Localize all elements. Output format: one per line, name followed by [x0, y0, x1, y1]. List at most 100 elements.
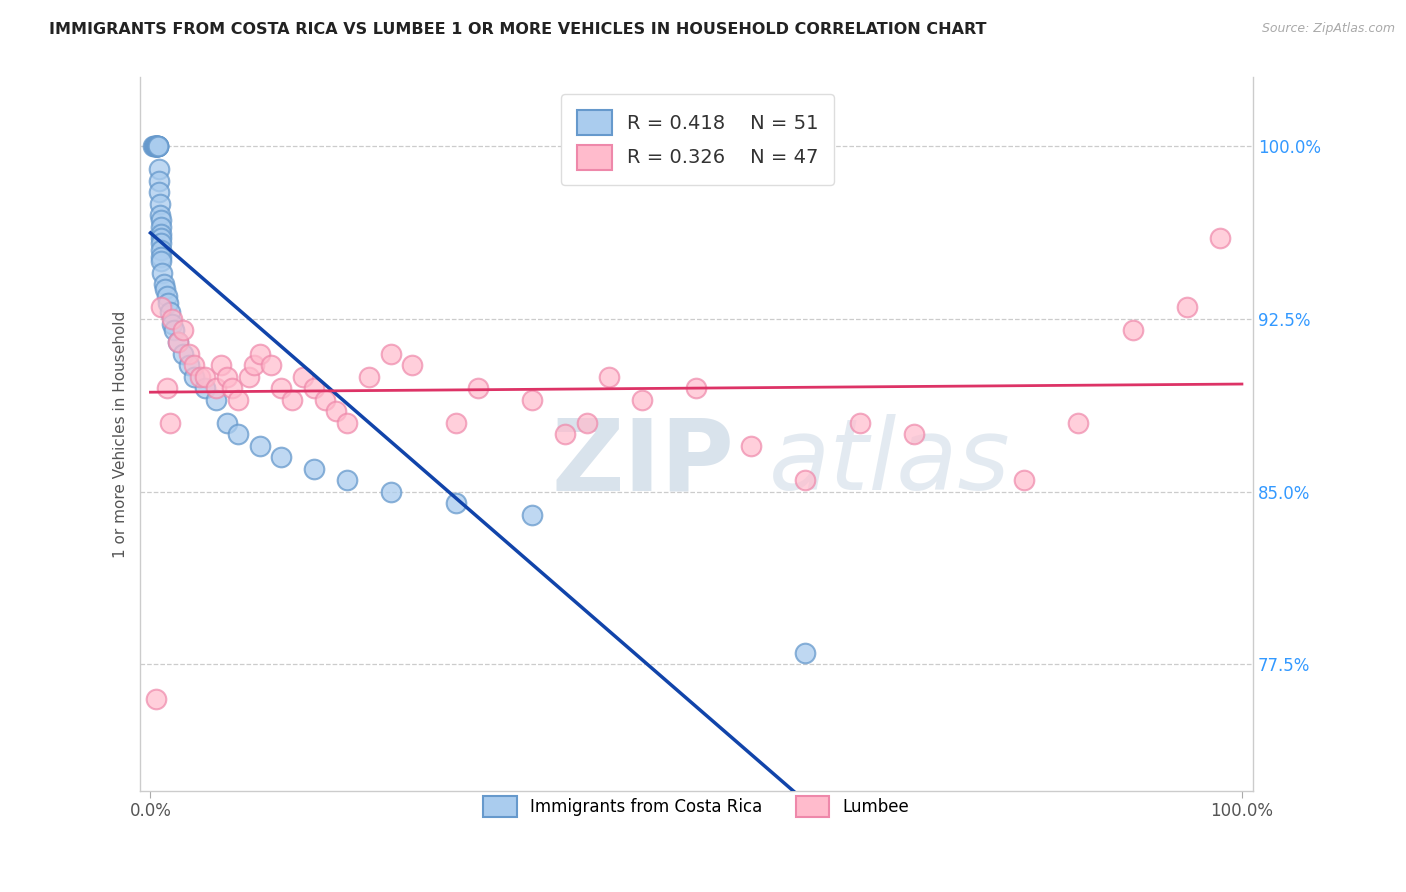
- Point: [685, 381, 707, 395]
- Point: [142, 139, 165, 153]
- Point: [238, 369, 260, 384]
- Point: [145, 691, 167, 706]
- Point: [205, 381, 228, 395]
- Point: [172, 324, 194, 338]
- Point: [215, 369, 238, 384]
- Point: [522, 392, 544, 407]
- Point: [302, 461, 325, 475]
- Point: [1067, 416, 1090, 430]
- Point: [142, 139, 165, 153]
- Point: [209, 358, 232, 372]
- Point: [221, 381, 243, 395]
- Point: [163, 324, 186, 338]
- Point: [194, 381, 217, 395]
- Point: [150, 219, 173, 234]
- Point: [325, 404, 347, 418]
- Point: [183, 358, 205, 372]
- Point: [302, 381, 325, 395]
- Point: [215, 416, 238, 430]
- Point: [270, 450, 292, 464]
- Point: [576, 416, 599, 430]
- Point: [153, 282, 176, 296]
- Point: [150, 213, 173, 227]
- Text: ZIP: ZIP: [551, 414, 734, 511]
- Point: [467, 381, 489, 395]
- Point: [205, 392, 228, 407]
- Point: [226, 392, 249, 407]
- Point: [177, 358, 200, 372]
- Point: [226, 427, 249, 442]
- Point: [149, 197, 172, 211]
- Point: [281, 392, 304, 407]
- Point: [740, 438, 762, 452]
- Point: [598, 369, 620, 384]
- Point: [156, 296, 179, 310]
- Point: [145, 139, 167, 153]
- Point: [152, 277, 174, 292]
- Point: [150, 243, 173, 257]
- Point: [401, 358, 423, 372]
- Point: [159, 305, 181, 319]
- Point: [292, 369, 315, 384]
- Point: [146, 139, 169, 153]
- Point: [630, 392, 652, 407]
- Point: [149, 209, 172, 223]
- Point: [554, 427, 576, 442]
- Point: [150, 227, 173, 241]
- Point: [336, 416, 359, 430]
- Point: [1175, 301, 1198, 315]
- Point: [159, 416, 181, 430]
- Point: [150, 301, 173, 315]
- Point: [148, 162, 170, 177]
- Point: [249, 438, 271, 452]
- Point: [148, 174, 170, 188]
- Point: [314, 392, 336, 407]
- Point: [150, 236, 173, 251]
- Point: [849, 416, 872, 430]
- Point: [903, 427, 925, 442]
- Point: [150, 231, 173, 245]
- Point: [357, 369, 380, 384]
- Point: [1012, 473, 1035, 487]
- Point: [249, 346, 271, 360]
- Point: [146, 139, 169, 153]
- Point: [188, 369, 211, 384]
- Point: [162, 312, 184, 326]
- Point: [243, 358, 266, 372]
- Point: [1122, 324, 1144, 338]
- Point: [444, 416, 467, 430]
- Point: [156, 289, 179, 303]
- Point: [148, 186, 170, 200]
- Point: [336, 473, 359, 487]
- Point: [794, 473, 817, 487]
- Point: [380, 484, 402, 499]
- Point: [146, 139, 169, 153]
- Text: Source: ZipAtlas.com: Source: ZipAtlas.com: [1261, 22, 1395, 36]
- Point: [146, 139, 169, 153]
- Point: [194, 369, 217, 384]
- Point: [183, 369, 205, 384]
- Point: [380, 346, 402, 360]
- Point: [150, 250, 173, 264]
- Text: atlas: atlas: [769, 414, 1010, 511]
- Point: [145, 139, 167, 153]
- Point: [143, 139, 166, 153]
- Point: [444, 496, 467, 510]
- Point: [794, 646, 817, 660]
- Point: [259, 358, 281, 372]
- Point: [145, 139, 167, 153]
- Point: [172, 346, 194, 360]
- Point: [166, 334, 188, 349]
- Point: [152, 266, 174, 280]
- Point: [146, 139, 169, 153]
- Point: [156, 381, 179, 395]
- Text: IMMIGRANTS FROM COSTA RICA VS LUMBEE 1 OR MORE VEHICLES IN HOUSEHOLD CORRELATION: IMMIGRANTS FROM COSTA RICA VS LUMBEE 1 O…: [49, 22, 987, 37]
- Point: [143, 139, 166, 153]
- Point: [1209, 231, 1232, 245]
- Legend: Immigrants from Costa Rica, Lumbee: Immigrants from Costa Rica, Lumbee: [475, 788, 917, 825]
- Y-axis label: 1 or more Vehicles in Household: 1 or more Vehicles in Household: [114, 310, 128, 558]
- Point: [270, 381, 292, 395]
- Point: [166, 334, 188, 349]
- Point: [150, 254, 173, 268]
- Point: [177, 346, 200, 360]
